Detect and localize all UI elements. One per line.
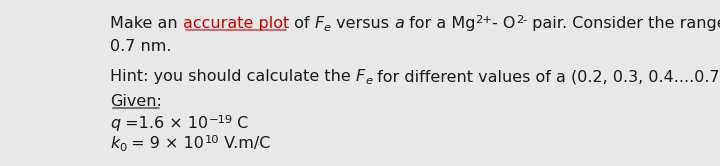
Text: - O: - O — [492, 16, 516, 31]
Text: 10: 10 — [204, 135, 219, 145]
Text: −19: −19 — [208, 115, 233, 125]
Text: for different values of a (0.2, 0.3, 0.4....0.7): for different values of a (0.2, 0.3, 0.4… — [372, 69, 720, 84]
Text: F: F — [315, 16, 324, 31]
Text: a: a — [394, 16, 404, 31]
Text: q: q — [110, 116, 120, 131]
Text: e: e — [324, 23, 331, 33]
Text: accurate plot: accurate plot — [183, 16, 289, 31]
Text: C: C — [233, 116, 248, 131]
Text: for a Mg: for a Mg — [404, 16, 475, 31]
Text: Make an: Make an — [110, 16, 183, 31]
Text: F: F — [356, 69, 365, 84]
Text: V.m/C: V.m/C — [219, 136, 270, 151]
Text: 2+: 2+ — [475, 15, 492, 25]
Text: versus: versus — [331, 16, 394, 31]
Text: = 9 × 10: = 9 × 10 — [127, 136, 204, 151]
Text: 0.7 nm.: 0.7 nm. — [110, 39, 171, 54]
Text: k: k — [110, 136, 120, 151]
Text: 2-: 2- — [516, 15, 527, 25]
Text: Hint: you should calculate the: Hint: you should calculate the — [110, 69, 356, 84]
Text: 0: 0 — [120, 143, 127, 153]
Text: Given:: Given: — [110, 94, 162, 109]
Text: pair. Consider the range of: pair. Consider the range of — [527, 16, 720, 31]
Text: of: of — [289, 16, 315, 31]
Text: =1.6 × 10: =1.6 × 10 — [120, 116, 208, 131]
Text: e: e — [365, 76, 372, 86]
